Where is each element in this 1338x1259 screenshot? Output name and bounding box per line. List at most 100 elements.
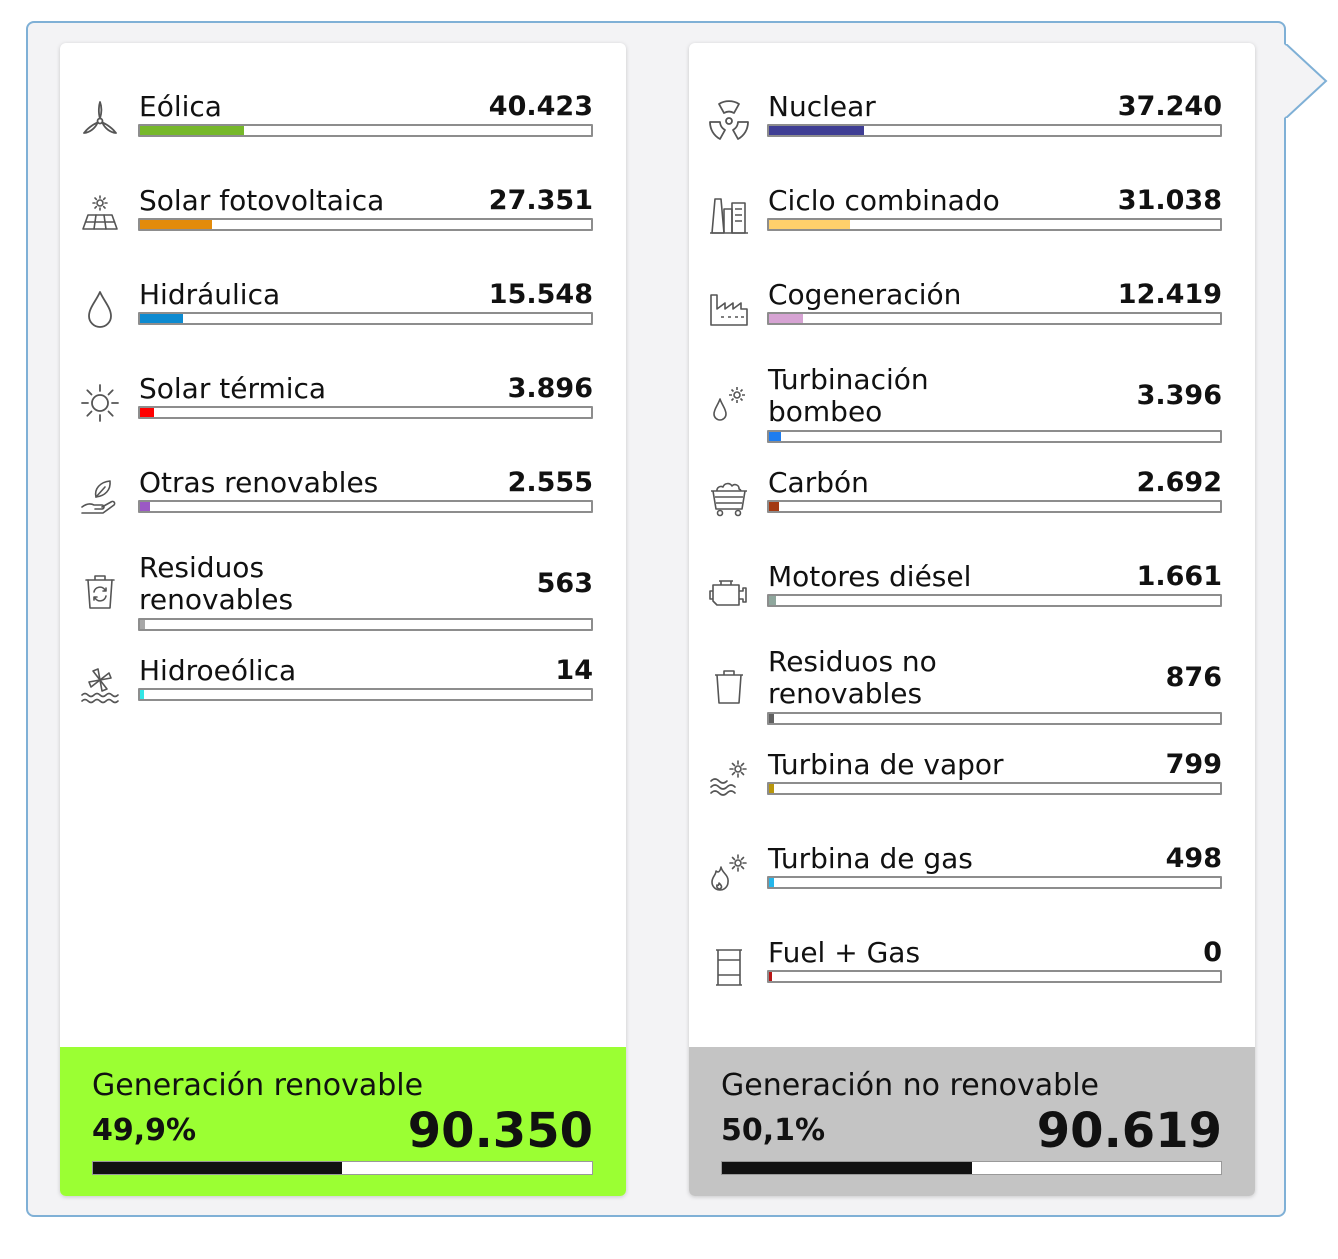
source-value: 2.692 — [1136, 467, 1222, 498]
trash-bin-icon — [707, 663, 751, 707]
source-label: Ciclo combinado — [768, 184, 1000, 217]
source-label: Hidráulica — [139, 278, 281, 311]
source-bar — [767, 876, 1222, 889]
summary-bar — [92, 1161, 593, 1175]
source-label-text: Residuos renovables — [139, 551, 294, 616]
source-label: Eólica — [139, 90, 222, 123]
source-value: 3.396 — [1136, 380, 1222, 411]
summary-bar-fill — [722, 1162, 972, 1174]
source-value: 27.351 — [488, 185, 593, 216]
source-label: Turbina de gas — [768, 842, 973, 875]
source-bar-fill — [140, 502, 150, 511]
source-label: Otras renovables — [139, 466, 379, 499]
source-label: Cogeneración — [768, 278, 962, 311]
source-value: 799 — [1165, 749, 1222, 780]
summary-bar — [721, 1161, 1222, 1175]
renewable-summary: Generación renovable 49,9% 90.350 — [60, 1047, 626, 1196]
engine-icon — [707, 569, 751, 613]
summary-percent: 49,9% — [92, 1113, 197, 1148]
source-value: 14 — [555, 655, 593, 686]
summary-title: Generación no renovable — [721, 1068, 1100, 1103]
leaf-hand-icon — [78, 475, 122, 519]
source-label-text: Residuos no renovables — [768, 645, 937, 710]
source-bar — [767, 500, 1222, 513]
recycle-bin-icon — [78, 569, 122, 613]
fuel-barrel-icon — [707, 945, 751, 989]
source-value: 498 — [1165, 843, 1222, 874]
source-bar-fill — [769, 596, 777, 605]
summary-total: 90.619 — [1036, 1103, 1222, 1159]
summary-bar-fill — [93, 1162, 342, 1174]
summary-title: Generación renovable — [92, 1068, 424, 1103]
source-bar-fill — [769, 126, 864, 135]
steam-gear-icon — [707, 757, 751, 801]
source-bar — [767, 712, 1222, 725]
power-plant-icon — [707, 193, 751, 237]
source-label: Hidroeólica — [139, 654, 297, 687]
source-label: Solar térmica — [139, 372, 327, 405]
source-bar — [767, 430, 1222, 443]
source-bar-fill — [140, 126, 244, 135]
summary-percent: 50,1% — [721, 1113, 826, 1148]
source-value: 15.548 — [488, 279, 593, 310]
source-value: 31.038 — [1117, 185, 1222, 216]
source-label: Turbinación bombeo — [768, 364, 958, 428]
summary-total: 90.350 — [407, 1103, 593, 1159]
source-bar — [767, 124, 1222, 137]
source-bar — [767, 970, 1222, 983]
source-label: Residuos renovables — [139, 552, 309, 616]
source-label-text: Turbinación bombeo — [768, 363, 929, 428]
source-bar — [138, 688, 593, 701]
source-label: Residuos no renovables — [768, 646, 958, 710]
wind-turbine-icon — [78, 99, 122, 143]
source-label: Solar fotovoltaica — [139, 184, 385, 217]
source-bar — [138, 312, 593, 325]
drop-gear-icon — [707, 381, 751, 425]
source-bar-fill — [140, 620, 146, 629]
source-value: 563 — [536, 568, 593, 599]
source-bar — [767, 594, 1222, 607]
source-value: 12.419 — [1117, 279, 1222, 310]
wind-water-icon — [78, 663, 122, 707]
water-drop-icon — [78, 287, 122, 331]
source-bar-fill — [140, 220, 213, 229]
source-value: 876 — [1165, 662, 1222, 693]
source-value: 37.240 — [1117, 91, 1222, 122]
source-value: 0 — [1203, 937, 1222, 968]
renewable-card: Eólica 40.423 Solar fotovoltaica 27.351 … — [60, 43, 626, 1196]
source-bar — [138, 618, 593, 631]
source-bar — [138, 500, 593, 513]
source-label: Turbina de vapor — [768, 748, 1004, 781]
source-bar-fill — [769, 432, 782, 441]
source-bar-fill — [769, 784, 775, 793]
sun-icon — [78, 381, 122, 425]
source-value: 40.423 — [488, 91, 593, 122]
source-bar-fill — [769, 972, 772, 981]
source-bar-fill — [140, 314, 183, 323]
source-bar — [138, 124, 593, 137]
source-bar — [138, 218, 593, 231]
nuclear-icon — [707, 99, 751, 143]
source-value: 3.896 — [507, 373, 593, 404]
source-bar — [138, 406, 593, 419]
source-bar-fill — [769, 502, 779, 511]
nonrenewable-card: Nuclear 37.240 Ciclo combinado 31.038 Co… — [689, 43, 1255, 1196]
flame-gear-icon — [707, 851, 751, 895]
source-bar — [767, 218, 1222, 231]
source-bar — [767, 782, 1222, 795]
source-value: 1.661 — [1136, 561, 1222, 592]
solar-panel-icon — [78, 193, 122, 237]
source-bar-fill — [769, 878, 775, 887]
nonrenewable-summary: Generación no renovable 50,1% 90.619 — [689, 1047, 1255, 1196]
source-bar-fill — [140, 408, 154, 417]
coal-cart-icon — [707, 475, 751, 519]
source-bar — [767, 312, 1222, 325]
source-label: Nuclear — [768, 90, 876, 123]
callout-pointer — [1284, 44, 1328, 118]
source-bar-fill — [769, 314, 803, 323]
source-bar-fill — [769, 220, 851, 229]
factory-icon — [707, 287, 751, 331]
source-bar-fill — [769, 714, 775, 723]
source-bar-fill — [140, 690, 144, 699]
source-label: Motores diésel — [768, 560, 972, 593]
